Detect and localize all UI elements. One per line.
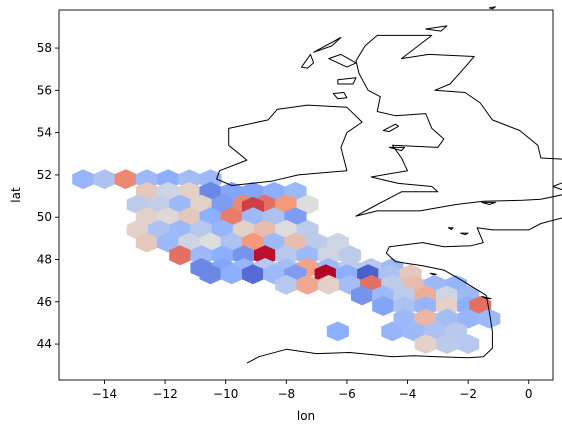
- hexbin-cell: [414, 296, 437, 316]
- coastline-spain-north: [246, 331, 493, 364]
- coastline-ile-de-re: [481, 296, 492, 300]
- hexbin-cell: [326, 321, 349, 342]
- hexbin-cell: [351, 285, 374, 306]
- coastline-orkney: [425, 25, 448, 32]
- hexbin-cell: [241, 264, 264, 285]
- y-tick-label: 48: [37, 252, 52, 266]
- hexbin-cell: [393, 296, 416, 316]
- hexbin-cell: [414, 334, 437, 354]
- coastline-jersey: [460, 232, 469, 236]
- x-tick-label: −12: [152, 387, 177, 401]
- coastline-isle-of-man: [382, 123, 399, 133]
- hexbin-cell: [157, 232, 180, 253]
- hexbin-cell: [296, 245, 319, 266]
- hexbin-cell: [435, 296, 458, 316]
- y-axis-ticks: 44 46 48 50 52 54 56 58: [37, 41, 59, 351]
- coastline-france-west: [385, 217, 562, 332]
- hexbin-cell: [135, 169, 158, 190]
- y-axis-label: lat: [9, 187, 23, 203]
- hexbin-layer: [72, 169, 501, 354]
- coastline-skye: [328, 53, 357, 68]
- hexbin-cell: [317, 274, 340, 295]
- coastline-isle-of-wight: [481, 201, 496, 205]
- coastline-ireland: [216, 104, 363, 186]
- hexbin-cell: [435, 334, 458, 354]
- hexbin-cell: [232, 245, 255, 266]
- coastline-lewis: [313, 37, 342, 53]
- hexbin-cell: [157, 169, 180, 190]
- coastline-mull: [337, 77, 357, 85]
- y-tick-label: 44: [37, 337, 52, 351]
- coastline-anglesey: [388, 146, 405, 152]
- hexbin-cell: [457, 334, 480, 354]
- hexbin-cell: [296, 194, 319, 215]
- hexbin-cell: [457, 308, 480, 329]
- y-tick-label: 46: [37, 295, 52, 309]
- hexbin-cell: [199, 264, 222, 285]
- y-tick-label: 54: [37, 126, 52, 140]
- hexbin-cell: [178, 169, 201, 190]
- plot-frame: [58, 9, 554, 381]
- x-tick-label: 0: [525, 387, 533, 401]
- hexbin-cell: [381, 321, 404, 342]
- hexbin-cell: [93, 169, 116, 190]
- hexbin-cell: [72, 169, 95, 190]
- hexbin-cell: [402, 321, 425, 342]
- hexbin-cell: [254, 245, 277, 266]
- y-tick-label: 52: [37, 168, 52, 182]
- coastline-uist: [301, 53, 315, 69]
- coastline-layer: [216, 6, 562, 364]
- x-tick-label: −8: [277, 387, 295, 401]
- coastline-islay: [332, 92, 348, 100]
- hexbin-cell: [169, 245, 192, 266]
- hexbin-cell: [372, 296, 395, 316]
- x-tick-label: −2: [459, 387, 477, 401]
- hexbin-cell: [211, 245, 234, 266]
- x-tick-label: −6: [338, 387, 356, 401]
- hexbin-cell: [478, 308, 501, 329]
- hexbin-cell: [190, 245, 213, 266]
- hexbin-cell: [135, 232, 158, 253]
- coastline-shetland-south: [488, 6, 496, 10]
- coastline-great-britain: [355, 34, 562, 217]
- coastline-guernsey: [447, 227, 454, 230]
- y-tick-label: 58: [37, 41, 52, 55]
- x-tick-label: −10: [213, 387, 238, 401]
- y-tick-label: 50: [37, 210, 52, 224]
- hexbin-cell: [114, 169, 137, 190]
- x-tick-label: −4: [399, 387, 417, 401]
- x-axis-ticks: −14 −12 −10 −8 −6 −4 −2 0: [92, 380, 533, 401]
- hexbin-cell: [296, 274, 319, 295]
- hexbin-cell: [275, 245, 298, 266]
- hexbin-cell: [220, 264, 243, 285]
- hexbin-cell: [275, 274, 298, 295]
- hexbin-cell: [338, 245, 361, 266]
- coastline-belle-ile: [429, 272, 437, 276]
- y-tick-label: 56: [37, 83, 52, 97]
- hexbin-cell: [199, 169, 222, 190]
- x-axis-label: lon: [297, 409, 315, 423]
- x-tick-label: −14: [92, 387, 117, 401]
- hexbin-cell: [317, 245, 340, 266]
